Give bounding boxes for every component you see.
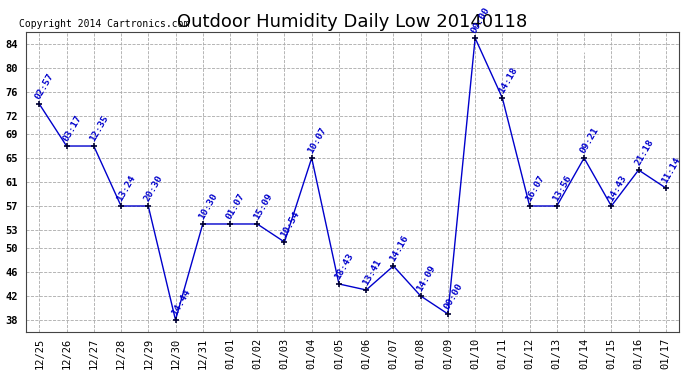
Text: 10:54: 10:54 <box>279 210 301 239</box>
Text: 01:07: 01:07 <box>224 192 246 221</box>
Text: 16:07: 16:07 <box>524 174 546 203</box>
Text: 03:17: 03:17 <box>61 114 83 143</box>
Text: 14:09: 14:09 <box>415 264 437 293</box>
Text: 00:00: 00:00 <box>442 282 464 311</box>
Text: 15:09: 15:09 <box>252 192 274 221</box>
Title: Outdoor Humidity Daily Low 20140118: Outdoor Humidity Daily Low 20140118 <box>177 12 528 30</box>
Text: 14:16: 14:16 <box>388 234 410 263</box>
Text: 21:18: 21:18 <box>633 138 655 167</box>
Text: 10:07: 10:07 <box>306 126 328 155</box>
Text: 13:56: 13:56 <box>551 174 573 203</box>
Text: 09:21: 09:21 <box>578 126 601 155</box>
Text: 00:00: 00:00 <box>469 6 492 35</box>
Text: 13:41: 13:41 <box>361 258 383 287</box>
Text: 10:30: 10:30 <box>197 192 219 221</box>
Text: 20:30: 20:30 <box>143 174 165 203</box>
Text: 14:18: 14:18 <box>497 66 519 95</box>
Text: Humidity  (%): Humidity (%) <box>558 45 639 55</box>
Text: 12:35: 12:35 <box>88 114 110 143</box>
Text: 02:57: 02:57 <box>34 72 56 101</box>
Text: 13:24: 13:24 <box>115 174 137 203</box>
Text: 14:43: 14:43 <box>606 174 628 203</box>
Text: Copyright 2014 Cartronics.com: Copyright 2014 Cartronics.com <box>19 19 190 29</box>
Text: 18:43: 18:43 <box>333 252 355 281</box>
Text: 14:44: 14:44 <box>170 288 192 317</box>
Text: 11:14: 11:14 <box>660 156 682 185</box>
